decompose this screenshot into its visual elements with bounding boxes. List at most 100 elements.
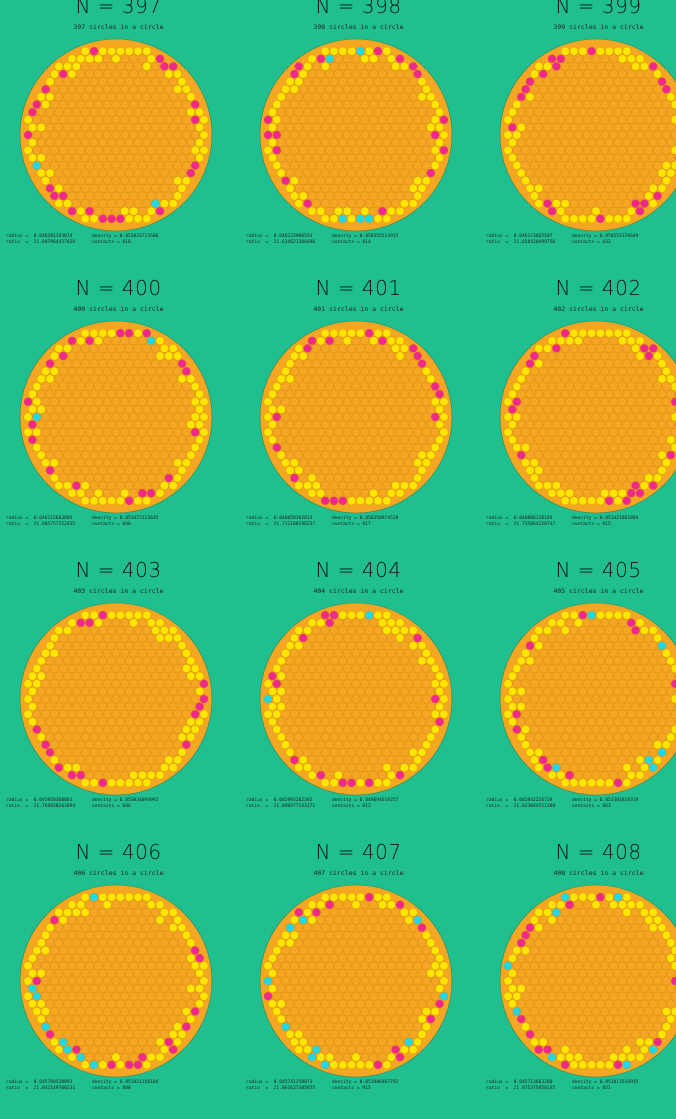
packed-circle [36, 717, 46, 727]
packed-circle [129, 382, 138, 391]
packed-circle [334, 618, 343, 628]
packed-circle [609, 191, 618, 201]
packed-circle [360, 694, 370, 704]
packed-circle [307, 69, 317, 79]
packed-circle [338, 62, 348, 71]
packed-circle [89, 107, 99, 117]
packed-circle [164, 351, 174, 361]
packed-circle [54, 908, 64, 917]
packed-circle [503, 130, 513, 140]
packed-circle [85, 679, 94, 689]
packed-circle [312, 389, 321, 399]
packed-circle [303, 420, 312, 429]
packed-circle [164, 130, 174, 140]
packed-circle [320, 214, 330, 224]
packed-circle [435, 953, 444, 963]
packed-circle [547, 84, 557, 94]
packed-circle [378, 382, 387, 391]
packed-circle [351, 84, 361, 94]
packed-circle [356, 610, 365, 620]
packed-circle [182, 709, 191, 719]
packed-circle [356, 641, 365, 650]
packed-circle [508, 420, 517, 429]
packed-circle [177, 153, 187, 163]
packed-circle [58, 976, 68, 986]
packed-circle [138, 366, 147, 376]
packed-circle [334, 991, 343, 1001]
packed-circle [338, 999, 348, 1009]
packed-circle [338, 46, 348, 56]
packed-circle [400, 748, 409, 757]
packed-circle [63, 923, 72, 932]
packed-circle [116, 481, 125, 490]
packed-circle [298, 473, 308, 483]
packed-circle [294, 77, 304, 86]
packed-circle [356, 732, 365, 742]
packed-circle [160, 199, 169, 208]
packed-circle [508, 999, 517, 1009]
packed-circle [422, 100, 431, 109]
packed-circle [386, 664, 396, 673]
packed-circle [560, 687, 570, 696]
packed-circle [373, 107, 383, 117]
packed-circle [364, 107, 374, 117]
packed-circle [569, 717, 579, 727]
packed-circle [560, 778, 570, 788]
packed-circle [373, 328, 383, 338]
packed-circle [582, 755, 592, 765]
packed-circle [386, 900, 396, 910]
packed-circle [116, 344, 125, 353]
packed-circle [285, 953, 295, 963]
packed-circle [67, 488, 77, 498]
packed-circle [334, 740, 343, 750]
packed-circle [587, 953, 596, 963]
packed-circle [182, 397, 191, 407]
packed-circle [67, 458, 77, 468]
packed-circle [413, 443, 422, 452]
packed-circle [120, 382, 130, 391]
packed-circle [41, 648, 50, 658]
packed-circle [369, 69, 378, 79]
packed-circle [538, 351, 548, 361]
packed-circle [89, 62, 99, 71]
packed-circle [76, 740, 86, 750]
packed-circle [408, 953, 418, 963]
packed-circle [41, 664, 50, 673]
packed-circle [164, 976, 174, 986]
packed-circle [582, 900, 592, 910]
packed-circle [347, 328, 356, 338]
packed-circle [386, 191, 396, 201]
packed-circle [547, 633, 557, 643]
packed-circle [635, 412, 645, 422]
packed-circle [89, 748, 99, 757]
packed-circle [146, 336, 156, 346]
packed-circle [631, 1030, 640, 1039]
packed-circle [164, 725, 174, 734]
packed-circle [538, 694, 548, 704]
packed-circle [298, 366, 308, 376]
packed-circle [85, 709, 94, 719]
packed-circle [290, 755, 299, 765]
packed-circle [129, 100, 138, 109]
packed-circle [45, 1030, 55, 1039]
packed-circle [596, 778, 605, 788]
packing-panel: N = 405 405 circles in a circle radius = 0… [486, 558, 676, 837]
packed-circle [400, 938, 409, 948]
packed-circle [168, 138, 178, 147]
packed-circle [417, 138, 427, 147]
packed-circle [111, 1037, 121, 1047]
packed-circle [395, 633, 405, 643]
packed-circle [120, 473, 130, 483]
packed-circle [80, 153, 90, 163]
packed-circle [186, 168, 196, 178]
packed-circle [626, 100, 636, 109]
packed-circle [395, 115, 405, 125]
packed-circle [391, 763, 400, 772]
packed-circle [382, 938, 392, 948]
packed-circle [120, 336, 130, 346]
packed-circle [351, 176, 361, 186]
packed-circle [268, 984, 277, 993]
packed-circle [138, 770, 147, 780]
packed-circle [578, 420, 588, 429]
packed-circle [582, 648, 592, 658]
